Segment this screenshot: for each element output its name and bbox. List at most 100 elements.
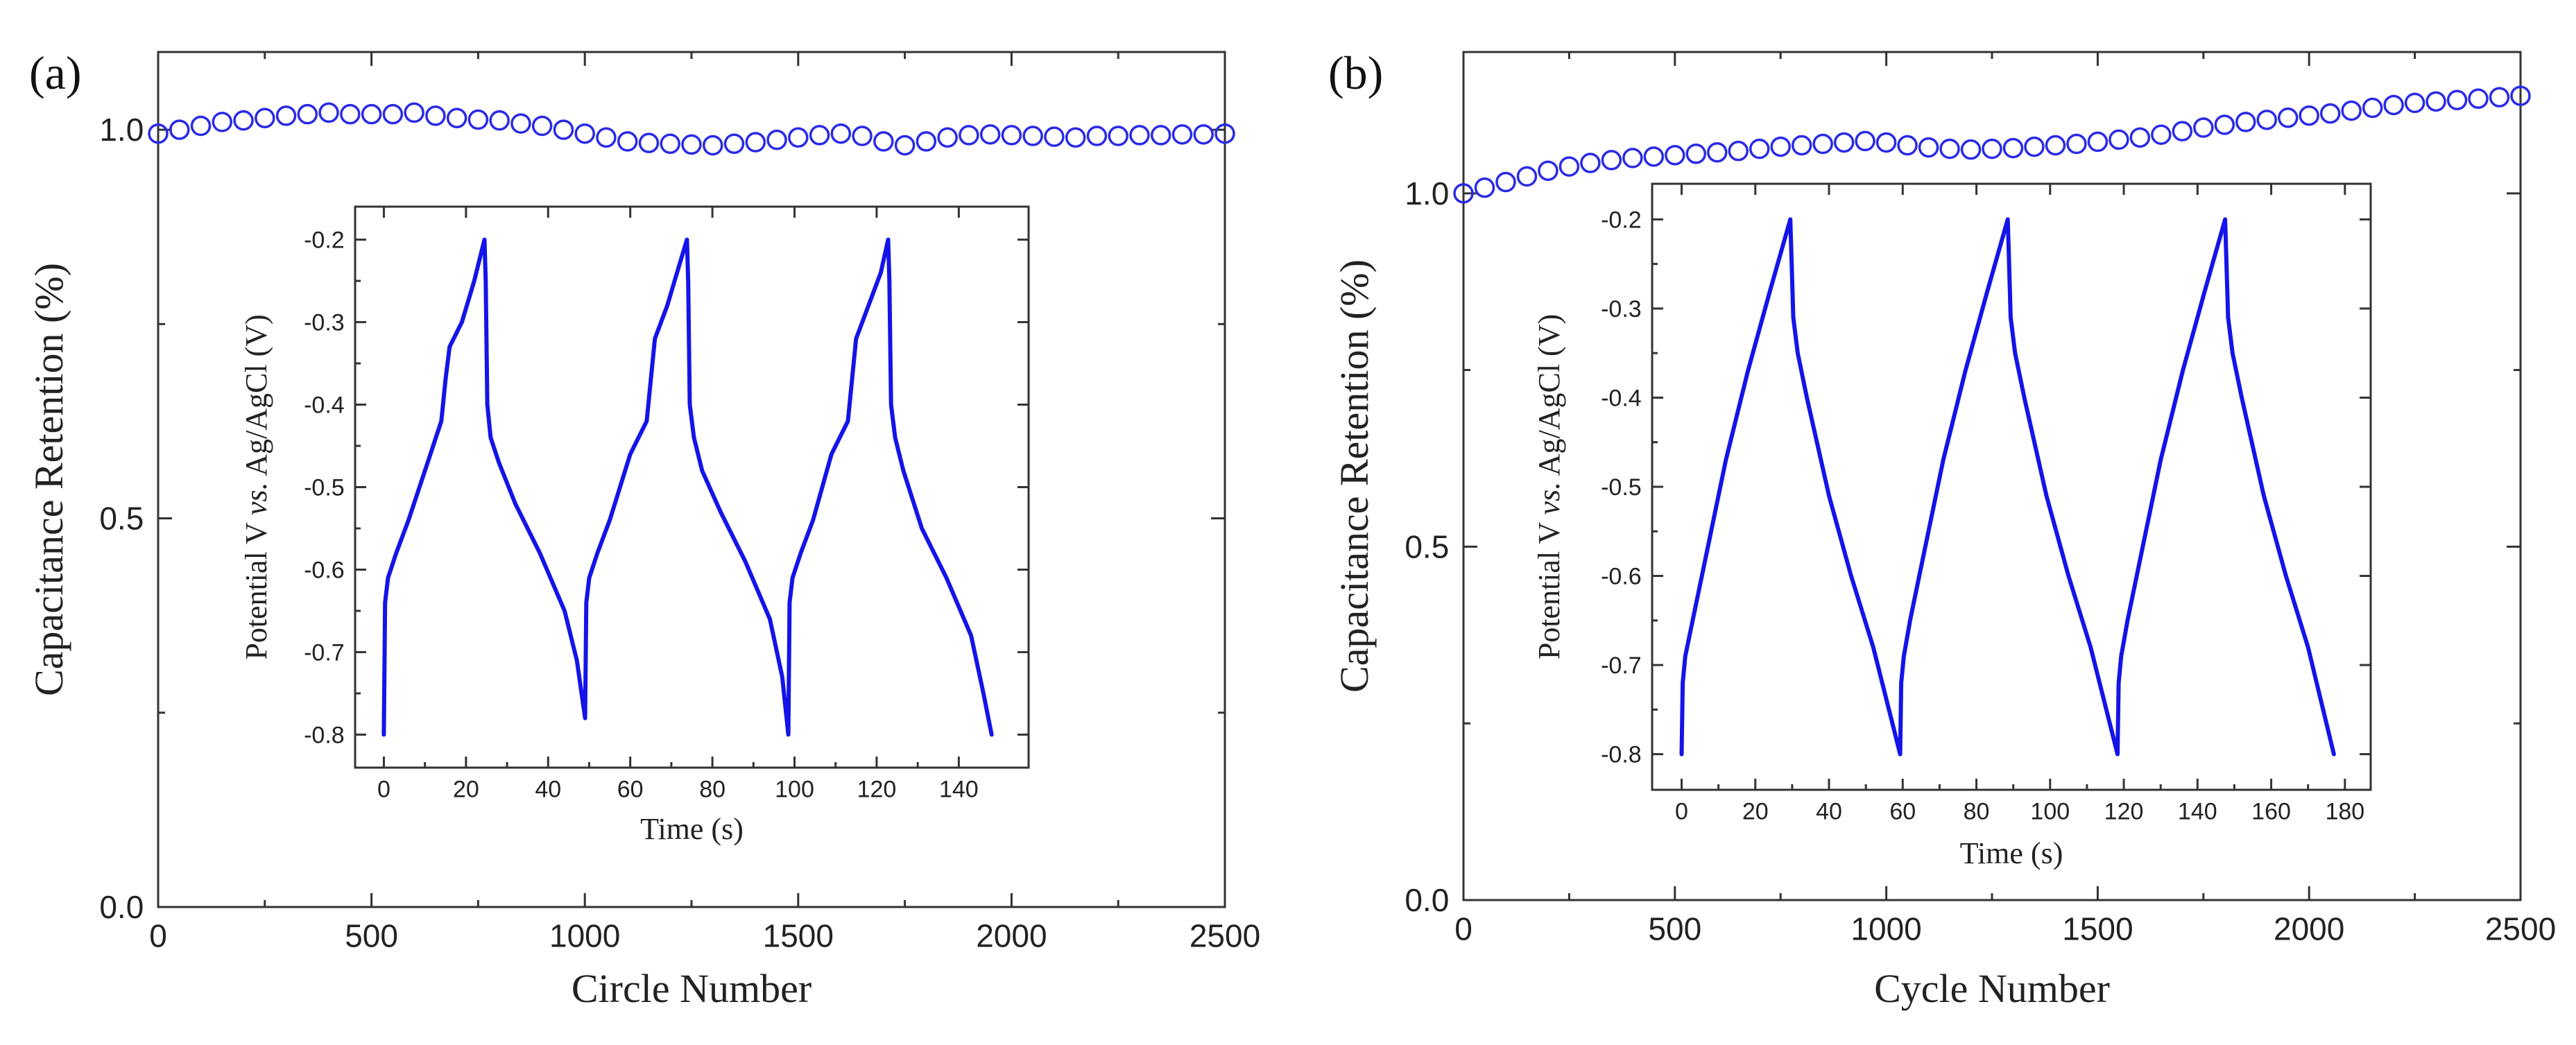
data-point <box>2510 85 2531 106</box>
data-point <box>340 103 361 125</box>
data-point <box>809 125 830 146</box>
data-point <box>830 123 852 144</box>
data-point <box>2214 114 2235 135</box>
data-point <box>1453 183 1474 204</box>
x-tick-label: 80 <box>699 777 725 803</box>
data-point <box>574 123 595 144</box>
data-point <box>2319 103 2341 124</box>
data-point <box>404 102 424 123</box>
data-point <box>1129 125 1150 146</box>
data-point <box>1728 140 1749 162</box>
data-point <box>275 105 297 126</box>
data-point <box>1939 138 1960 159</box>
data-point <box>766 129 787 150</box>
y-tick-label: -0.8 <box>304 722 345 748</box>
data-point <box>382 103 404 125</box>
data-point <box>1622 148 1643 169</box>
data-point <box>2002 137 2024 159</box>
y-tick-label: -0.2 <box>304 227 345 253</box>
x-tick-label: 160 <box>2251 799 2291 825</box>
data-point <box>2468 88 2489 110</box>
data-point <box>2087 131 2109 153</box>
data-point <box>1665 145 1685 166</box>
y-axis-title: Potential V vs. Ag/AgCl (V) <box>239 314 273 659</box>
y-tick-label: -0.6 <box>1601 563 1642 589</box>
data-point <box>318 102 339 123</box>
series-line <box>381 237 994 737</box>
y-axis-title-part: Ag/AgCl (V) <box>239 314 273 482</box>
data-point <box>510 113 531 134</box>
x-tick-label: 0 <box>1675 799 1688 825</box>
data-point <box>190 115 212 137</box>
x-tick-label: 2000 <box>976 918 1047 954</box>
y-tick-label: 0.5 <box>1405 529 1449 565</box>
data-point <box>1601 150 1622 171</box>
data-point <box>1559 156 1580 177</box>
x-tick-label: 2500 <box>2485 911 2556 947</box>
data-point <box>596 127 617 148</box>
data-point <box>1707 141 1728 163</box>
x-tick-label: 180 <box>2325 799 2364 825</box>
x-axis-title: Time (s) <box>1960 836 2063 870</box>
data-point <box>2341 100 2362 121</box>
data-point <box>361 103 382 125</box>
data-point <box>1812 133 1833 155</box>
data-point <box>1897 135 1918 156</box>
data-point <box>425 105 446 126</box>
x-tick-label: 20 <box>1742 799 1769 825</box>
data-point <box>2404 92 2425 114</box>
data-point <box>1171 124 1193 145</box>
panel-label: (b) <box>1328 46 1383 99</box>
y-tick-label: -0.3 <box>304 309 345 336</box>
data-point <box>1580 153 1601 173</box>
x-tick-label: 100 <box>775 777 814 803</box>
x-tick-label: 2500 <box>1190 918 1260 954</box>
data-point <box>2446 89 2468 111</box>
x-tick-label: 140 <box>2178 799 2217 825</box>
data-point <box>1538 160 1559 181</box>
data-point <box>1001 125 1022 146</box>
data-point <box>1855 130 1875 152</box>
x-tick-label: 100 <box>2030 799 2070 825</box>
y-tick-label: 1.0 <box>1405 175 1449 211</box>
data-point <box>1044 126 1065 147</box>
data-point <box>2489 87 2510 107</box>
y-tick-label: 0.5 <box>99 501 144 537</box>
data-point <box>979 124 1001 145</box>
data-point <box>1770 136 1791 157</box>
data-point <box>1214 123 1235 144</box>
data-point <box>2024 136 2045 157</box>
data-point <box>2151 124 2172 145</box>
y-tick-label: -0.8 <box>1601 741 1642 768</box>
data-point <box>1086 126 1108 146</box>
data-point <box>1833 132 1855 153</box>
data-point <box>1150 125 1171 146</box>
x-tick-label: 40 <box>535 777 561 803</box>
x-tick-label: 2000 <box>2274 911 2344 947</box>
data-point <box>1791 135 1812 156</box>
data-point <box>1108 126 1128 146</box>
y-axis-title-part: Potential V <box>1532 515 1566 660</box>
x-tick-label: 120 <box>2104 799 2144 825</box>
data-point <box>617 131 638 152</box>
y-tick-label: 0.0 <box>1405 882 1449 918</box>
x-tick-label: 40 <box>1816 799 1842 825</box>
inset-background <box>355 207 1029 768</box>
data-point <box>297 103 318 125</box>
y-tick-label: -0.5 <box>1601 474 1642 501</box>
data-point <box>2109 129 2129 150</box>
data-point <box>446 107 467 129</box>
data-point <box>916 131 937 152</box>
data-point <box>660 133 680 155</box>
data-point <box>2383 94 2404 116</box>
y-tick-label: -0.4 <box>1601 385 1642 411</box>
y-tick-label: -0.4 <box>304 392 345 418</box>
data-point <box>2172 121 2193 141</box>
data-point <box>894 135 916 156</box>
data-point <box>723 133 745 155</box>
y-tick-label: -0.7 <box>304 639 345 666</box>
y-axis-title-part: Ag/AgCl (V) <box>1532 314 1566 482</box>
x-tick-label: 0 <box>1454 911 1472 947</box>
